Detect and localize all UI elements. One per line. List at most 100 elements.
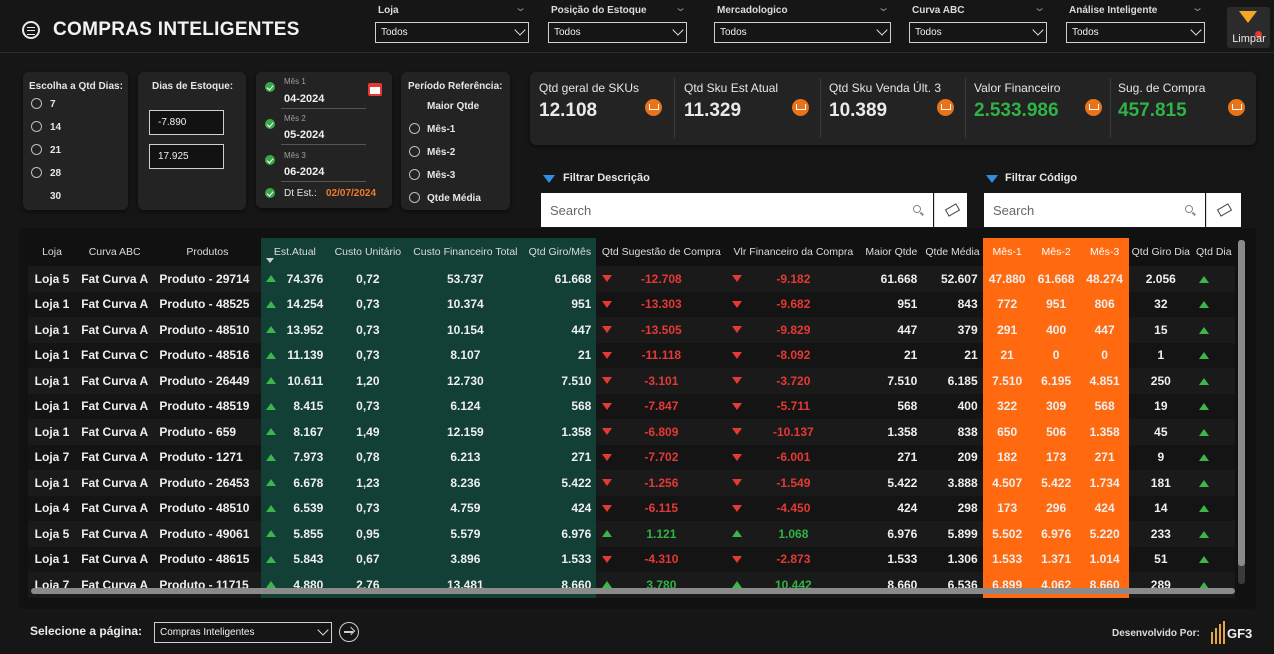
filter-icon [543, 175, 555, 183]
col-header-sugestao[interactable]: Qtd Sugestão de Compra [596, 238, 727, 266]
check-icon[interactable] [265, 82, 275, 92]
col-header-giro-dia[interactable]: Qtd Giro Dia [1128, 238, 1193, 266]
trend-down-icon [602, 351, 613, 359]
table-row[interactable]: Loja 1 Fat Curva A Produto - 26453 6.678 1,2… [28, 470, 1235, 496]
arrow-right-icon[interactable] [339, 622, 359, 642]
radio-qtd-dias-30[interactable]: 30 [50, 191, 62, 202]
chevron-down-icon[interactable]: ⌄ [514, 2, 528, 14]
chevron-down-icon [1032, 24, 1044, 36]
check-icon[interactable] [265, 155, 275, 165]
dias-estoque-max-input[interactable]: 17.925 [149, 144, 224, 169]
cell-qtde-media: 298 [957, 501, 978, 516]
check-icon[interactable] [265, 119, 275, 129]
chevron-down-icon[interactable]: ⌄ [877, 2, 891, 14]
cell-loja: Loja 7 [34, 450, 70, 465]
dias-estoque-min-input[interactable]: -7.890 [149, 110, 224, 135]
col-header-giro-mes[interactable]: Qtd Giro/Mês [523, 238, 597, 266]
table-row[interactable]: Loja 5 Fat Curva A Produto - 49061 5.855 0,9… [28, 521, 1235, 547]
col-header-curva[interactable]: Curva ABC [76, 238, 154, 266]
table-row[interactable]: Loja 1 Fat Curva A Produto - 659 8.167 1,49 1… [28, 419, 1235, 445]
check-icon[interactable] [265, 188, 275, 198]
slicer-analise-dropdown[interactable]: Todos [1066, 22, 1205, 43]
cell-loja: Loja 1 [34, 475, 70, 490]
eraser-button[interactable] [1206, 193, 1241, 227]
kpi-label: Qtd Sku Venda Últ. 3 [829, 81, 942, 95]
col-header-loja[interactable]: Loja [28, 238, 76, 266]
divider [281, 181, 366, 182]
vertical-scrollbar-thumb[interactable] [1238, 240, 1245, 566]
cell-giro-dia: 15 [1154, 322, 1168, 337]
col-header-est-atual[interactable]: Est.Atual [261, 238, 329, 266]
slicer-posicao-dropdown[interactable]: Todos [548, 22, 687, 43]
table-row[interactable]: Loja 1 Fat Curva A Produto - 48615 5.843 0,6… [28, 546, 1235, 573]
radio-qtd-dias-21[interactable] [31, 144, 42, 155]
cell-vlr-fin: -2.873 [726, 547, 860, 573]
cell-vlr-fin: -8.092 [726, 343, 860, 369]
cell-maior-qtde: 1.533 [887, 552, 918, 567]
cell-produto: Produto - 48519 [159, 399, 250, 414]
divider [281, 108, 366, 109]
trend-up-icon [1199, 301, 1209, 309]
radio-periodo-qtde-media[interactable] [409, 192, 420, 203]
radio-qtd-dias-14[interactable] [31, 121, 42, 132]
logo-text: GF3 [1227, 626, 1252, 641]
calendar-icon[interactable] [368, 83, 382, 96]
kpi-divider [965, 78, 966, 138]
col-header-qtd-dia[interactable]: Qtd Dia [1193, 238, 1235, 266]
chevron-down-icon[interactable]: ⌄ [1191, 2, 1205, 14]
cell-giro-mes: 424 [523, 495, 597, 521]
eraser-button[interactable] [934, 193, 967, 227]
slicer-mercadologico-dropdown[interactable]: Todos [714, 22, 891, 43]
cell-custo-fin: 10.154 [407, 317, 524, 343]
menu-icon[interactable] [22, 21, 40, 39]
table-row[interactable]: Loja 5 Fat Curva A Produto - 29714 74.376 0,… [28, 266, 1235, 292]
table-row[interactable]: Loja 1 Fat Curva A Produto - 48510 13.952 0,… [28, 317, 1235, 343]
table-row[interactable]: Loja 1 Fat Curva A Produto - 26449 10.611 1,… [28, 368, 1235, 394]
cell-qtde-media: 843 [957, 297, 978, 312]
slicer-loja-dropdown[interactable]: Todos [375, 22, 529, 43]
cell-maior-qtde: 21 [904, 348, 918, 363]
radio-periodo-maior-qtde[interactable]: Maior Qtde [427, 101, 480, 112]
chevron-down-icon[interactable]: ⌄ [674, 2, 688, 14]
limpar-button[interactable]: Limpar [1227, 7, 1270, 48]
horizontal-scrollbar[interactable] [31, 588, 1235, 594]
col-header-custo-unitario[interactable]: Custo Unitário [328, 238, 408, 266]
cell-mes1: 47.880 [982, 266, 1032, 292]
search-codigo-input[interactable]: Search [984, 193, 1205, 227]
cell-custo-unitario: 0,95 [328, 521, 408, 547]
col-header-produtos[interactable]: Produtos [153, 238, 262, 266]
radio-periodo-mes1[interactable] [409, 123, 420, 134]
radio-periodo-mes3[interactable] [409, 169, 420, 180]
chevron-down-icon[interactable]: ⌄ [1033, 2, 1047, 14]
cell-sugestao: -7.702 [596, 445, 726, 471]
radio-periodo-mes2[interactable] [409, 146, 420, 157]
col-header-custo-fin[interactable]: Custo Financeiro Total [407, 238, 524, 266]
cell-maior-qtde: 424 [897, 501, 918, 516]
slicer-curva-dropdown[interactable]: Todos [909, 22, 1047, 43]
col-header-mes1[interactable]: Mês-1 [982, 238, 1032, 266]
col-header-vlr-fin[interactable]: Vlr Financeiro da Compra [726, 238, 861, 266]
trend-up-icon [1199, 505, 1209, 513]
col-header-qtde-media[interactable]: Qtde Média [922, 238, 983, 266]
table-row[interactable]: Loja 1 Fat Curva A Produto - 48519 8.415 0,7… [28, 393, 1235, 419]
cell-qtd-dia [1193, 266, 1235, 292]
col-header-maior-qtde[interactable]: Maior Qtde [860, 238, 923, 266]
col-header-mes3[interactable]: Mês-3 [1080, 238, 1129, 266]
cell-mes1: 650 [982, 419, 1032, 445]
cell-mes2: 61.668 [1031, 266, 1081, 292]
col-header-mes2[interactable]: Mês-2 [1031, 238, 1081, 266]
cell-vlr-fin: -3.720 [726, 368, 860, 394]
search-descricao-input[interactable]: Search [541, 193, 933, 227]
table-row[interactable]: Loja 1 Fat Curva A Produto - 48525 14.254 0,… [28, 291, 1235, 317]
page-select-dropdown[interactable]: Compras Inteligentes [154, 622, 332, 643]
table-row[interactable]: Loja 7 Fat Curva A Produto - 1271 7.973 0,78… [28, 444, 1235, 471]
trend-up-icon [1199, 479, 1209, 487]
cell-custo-unitario: 0,73 [328, 291, 408, 317]
radio-qtd-dias-28[interactable] [31, 167, 42, 178]
radio-qtd-dias-7[interactable] [31, 98, 42, 109]
radio-label: 28 [50, 168, 62, 179]
table-row[interactable]: Loja 4 Fat Curva A Produto - 48510 6.539 0,7… [28, 495, 1235, 521]
cell-giro-mes: 21 [523, 342, 597, 368]
table-row[interactable]: Loja 1 Fat Curva C Produto - 48516 11.139 0,… [28, 342, 1235, 369]
cell-mes3: 806 [1080, 291, 1129, 317]
